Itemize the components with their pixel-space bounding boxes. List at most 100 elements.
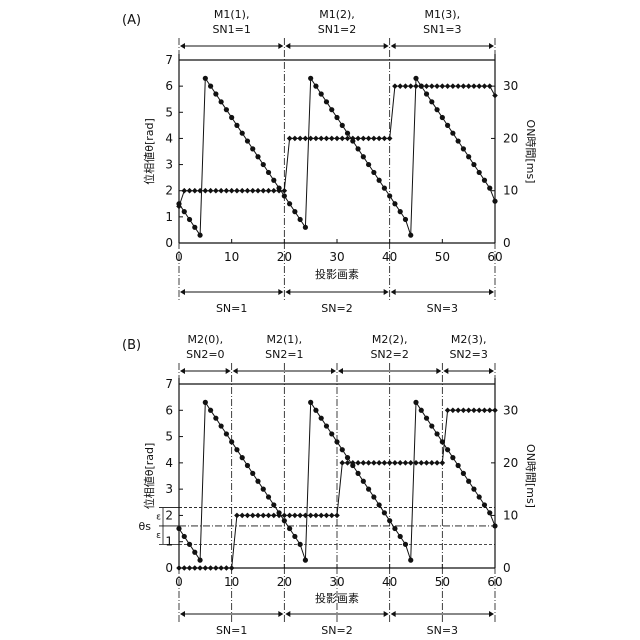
panel-b-on-time-point — [466, 407, 472, 413]
panel-b-sn-arrow-left — [391, 611, 396, 617]
panel-a-on-time-point — [239, 188, 245, 194]
panel-a-on-time-point — [366, 136, 372, 142]
panel-b-on-time-point — [450, 407, 456, 413]
panel-b-ylabel-right: ON時間[ms] — [524, 444, 537, 508]
panel-a-phase-point — [313, 84, 318, 89]
panel-b-sn-label: SN=1 — [216, 624, 247, 637]
panel-a-y-left-tick-label: 5 — [165, 105, 173, 119]
panel-b-on-time-point — [292, 513, 298, 519]
panel-a-y-right-tick-label: 0 — [503, 236, 511, 250]
panel-b-mode-arrow-right — [489, 368, 494, 374]
panel-a-on-time-point — [245, 188, 251, 194]
panel-b-x-tick-label: 40 — [382, 575, 397, 589]
panel-b-on-time-point — [361, 460, 367, 466]
panel-b-phase-point — [403, 542, 408, 547]
panel-a-on-time-point — [455, 83, 461, 89]
panel-a-phase-point — [255, 154, 260, 159]
panel-b-mode-arrow-right — [436, 368, 441, 374]
panel-b-on-time-point — [339, 460, 345, 466]
panel-a-on-time-point — [313, 136, 319, 142]
panel-b-on-time-point — [203, 565, 209, 571]
panel-a-phase-point — [192, 225, 197, 230]
panel-b-phase-point — [182, 534, 187, 539]
panel-b-y-left-tick-label: 2 — [165, 508, 173, 522]
panel-b-phase-point — [334, 439, 339, 444]
panel-b-phase-point — [245, 463, 250, 468]
panel-a-mode-arrow-right — [278, 43, 283, 49]
panel-a-phase-point — [224, 107, 229, 112]
panel-a-on-time-point — [392, 83, 398, 89]
panel-b-phase-point — [366, 487, 371, 492]
panel-a-on-time-point — [408, 83, 414, 89]
panel-a-sn-arrow-right — [489, 289, 494, 295]
panel-b-on-time-point — [218, 565, 224, 571]
panel-b-on-time-point — [176, 565, 182, 571]
panel-a-series-line-circle — [179, 78, 495, 235]
panel-b-phase-point — [219, 423, 224, 428]
panel-a-ylabel-left: 位相値θ[rad] — [142, 118, 156, 185]
panel-b-on-time-point — [334, 513, 340, 519]
panel-b-y-right-tick-label: 30 — [503, 403, 518, 417]
panel-a-phase-point — [434, 107, 439, 112]
panel-b-sn-arrow-left — [285, 611, 290, 617]
panel-b-x-tick-label: 30 — [329, 575, 344, 589]
panel-b-xlabel: 投影画素 — [315, 591, 359, 605]
panel-a-phase-point — [250, 146, 255, 151]
panel-b-phase-point — [203, 400, 208, 405]
panel-b-mode-sub: SN2=2 — [370, 348, 408, 361]
panel-b-on-time-point — [187, 565, 193, 571]
panel-a-phase-point — [319, 91, 324, 96]
panel-b-phase-point — [250, 471, 255, 476]
panel-a-phase-point — [219, 99, 224, 104]
panel-b-mode-arrow-left — [443, 368, 448, 374]
panel-a-on-time-point — [287, 136, 293, 142]
panel-a-y-left-tick-label: 0 — [165, 236, 173, 250]
figure: (A)M1(1),SN1=1M1(2),SN1=2M1(3),SN1=30123… — [0, 0, 640, 640]
panel-a-phase-point — [445, 123, 450, 128]
panel-a-phase-point — [466, 154, 471, 159]
panel-b-on-time-point — [192, 565, 198, 571]
panel-a-phase-point — [492, 199, 497, 204]
panel-b-on-time-point — [403, 460, 409, 466]
panel-a-on-time-point — [471, 83, 477, 89]
panel-b-phase-point — [213, 416, 218, 421]
panel-b-on-time-point — [229, 565, 235, 571]
panel-b-on-time-point — [471, 407, 477, 413]
panel-a-y-left-tick-label: 6 — [165, 79, 173, 93]
panel-a-on-time-point — [303, 136, 309, 142]
panel-a-on-time-point — [434, 83, 440, 89]
panel-b-on-time-point — [208, 565, 214, 571]
panel-b-phase-point — [492, 523, 497, 528]
panel-b-mode-sub: SN2=1 — [265, 348, 303, 361]
panel-b-mode-label: M2(0), — [188, 333, 224, 346]
panel-b-mode-label: M2(3), — [451, 333, 487, 346]
panel-b-phase-point — [445, 447, 450, 452]
panel-a-on-time-point — [234, 188, 240, 194]
panel-b-phase-point — [345, 455, 350, 460]
panel-b-on-time-point — [440, 460, 446, 466]
panel-b-phase-point — [261, 487, 266, 492]
panel-b-phase-point — [271, 502, 276, 507]
panel-b-phase-point — [313, 408, 318, 413]
panel-b-y-right-tick-label: 20 — [503, 456, 518, 470]
panel-b-sn-arrow-left — [180, 611, 185, 617]
panel-a-on-time-point — [334, 136, 340, 142]
panel-a-phase-point — [366, 162, 371, 167]
panel-b-y-left-tick-label: 1 — [165, 535, 173, 549]
panel-b-on-time-point — [287, 513, 293, 519]
panel-a-on-time-point — [482, 83, 488, 89]
panel-a-x-tick-label: 40 — [382, 250, 397, 264]
panel-b-on-time-point — [239, 513, 245, 519]
panel-a-on-time-point — [255, 188, 261, 194]
panel-b-sn-arrow-right — [278, 611, 283, 617]
panel-b-sn-arrow-right — [489, 611, 494, 617]
panel-a-mode-label: M1(3), — [425, 8, 461, 21]
panel-a-on-time-point — [376, 136, 382, 142]
panel-b-phase-point — [229, 439, 234, 444]
panel-a-phase-point — [213, 91, 218, 96]
panel-a-phase-point — [345, 131, 350, 136]
panel-a-phase-point — [487, 186, 492, 191]
panel-b-phase-point — [477, 494, 482, 499]
panel-a-phase-point — [424, 91, 429, 96]
panel-b-phase-point — [487, 510, 492, 515]
